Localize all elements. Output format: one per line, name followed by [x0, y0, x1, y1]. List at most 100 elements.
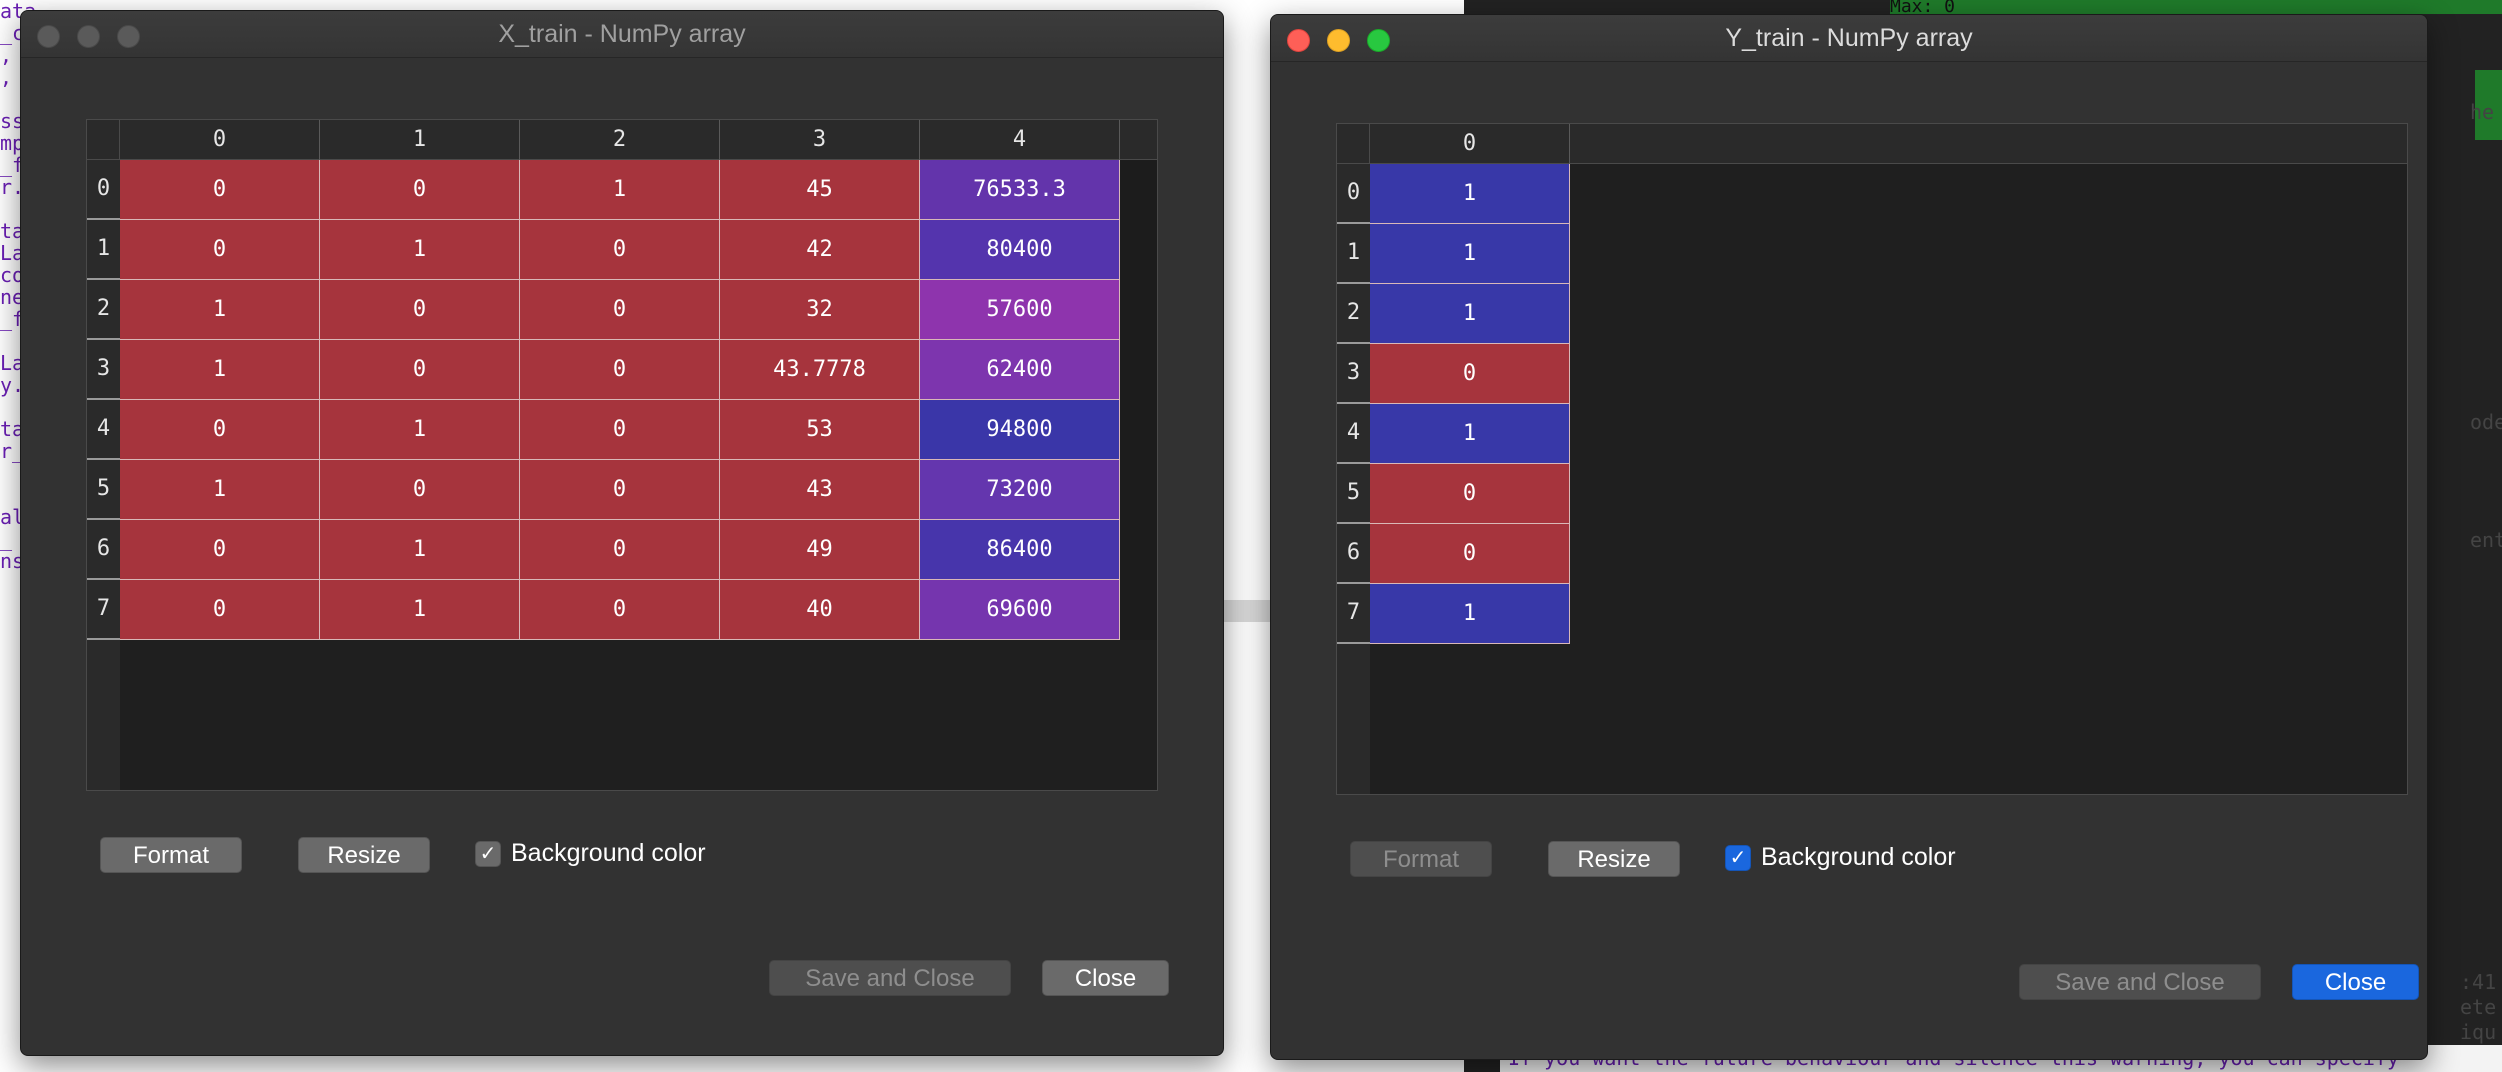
table-cell[interactable]: 0 — [120, 220, 320, 280]
table-cell[interactable]: 45 — [720, 160, 920, 220]
table-corner[interactable] — [87, 120, 120, 160]
background-color-checkbox[interactable]: ✓ Background color — [1725, 843, 1956, 872]
table-cell[interactable]: 1 — [320, 580, 520, 640]
table-cell[interactable]: 0 — [120, 580, 320, 640]
format-button[interactable]: Format — [100, 837, 242, 873]
editor-line: r_ — [0, 439, 25, 463]
format-button[interactable]: Format — [1350, 841, 1492, 877]
close-window-icon[interactable] — [37, 25, 60, 48]
table-cell[interactable]: 40 — [720, 580, 920, 640]
window-titlebar[interactable]: X_train - NumPy array — [21, 11, 1223, 58]
table-cell[interactable]: 1 — [120, 280, 320, 340]
table-cell[interactable]: 0 — [320, 160, 520, 220]
column-header[interactable]: 0 — [1370, 124, 1570, 164]
table-cell[interactable]: 1 — [520, 160, 720, 220]
console-output-top: Max: 0 — [1890, 0, 2502, 14]
console-side-text: he — [2470, 100, 2495, 124]
table-cell[interactable]: 73200 — [920, 460, 1120, 520]
row-header[interactable]: 4 — [87, 400, 120, 460]
close-window-icon[interactable] — [1287, 29, 1310, 52]
editor-line: ta — [0, 219, 25, 243]
row-header[interactable]: 5 — [1337, 464, 1370, 524]
table-cell[interactable]: 0 — [1370, 344, 1570, 404]
column-header-row: 0 — [1370, 124, 2407, 164]
table-cell[interactable]: 1 — [320, 400, 520, 460]
table-cell[interactable]: 0 — [320, 280, 520, 340]
window-titlebar[interactable]: Y_train - NumPy array — [1271, 15, 2427, 62]
row-header[interactable]: 3 — [1337, 344, 1370, 404]
table-cell[interactable]: 49 — [720, 520, 920, 580]
table-cell[interactable]: 53 — [720, 400, 920, 460]
table-corner[interactable] — [1337, 124, 1370, 164]
table-cell[interactable]: 0 — [520, 340, 720, 400]
table-cell[interactable]: 0 — [120, 160, 320, 220]
row-header[interactable]: 0 — [1337, 164, 1370, 224]
row-header[interactable]: 1 — [1337, 224, 1370, 284]
table-cell[interactable]: 32 — [720, 280, 920, 340]
close-button[interactable]: Close — [1042, 960, 1169, 996]
row-header[interactable]: 1 — [87, 220, 120, 280]
row-header[interactable]: 7 — [1337, 584, 1370, 644]
save-and-close-button[interactable]: Save and Close — [2019, 964, 2261, 1000]
table-cell[interactable]: 1 — [120, 460, 320, 520]
minimize-window-icon[interactable] — [77, 25, 100, 48]
table-cell[interactable]: 62400 — [920, 340, 1120, 400]
row-header[interactable]: 6 — [87, 520, 120, 580]
array-table[interactable]: 0 1 2 3 4 0 1 2 3 4 5 6 7 0 0 1 45 76533.3 0 1 0 42 80400 1 0 0 32… — [86, 119, 1158, 791]
row-header[interactable]: 2 — [87, 280, 120, 340]
row-header[interactable]: 6 — [1337, 524, 1370, 584]
table-cell[interactable]: 42 — [720, 220, 920, 280]
table-cell[interactable]: 0 — [520, 520, 720, 580]
table-cell[interactable]: 0 — [520, 460, 720, 520]
table-cell[interactable]: 0 — [520, 280, 720, 340]
zoom-window-icon[interactable] — [1367, 29, 1390, 52]
table-cell[interactable]: 80400 — [920, 220, 1120, 280]
column-header[interactable]: 1 — [320, 120, 520, 160]
table-cell[interactable]: 76533.3 — [920, 160, 1120, 220]
row-header[interactable]: 2 — [1337, 284, 1370, 344]
row-header[interactable]: 5 — [87, 460, 120, 520]
table-cell[interactable]: 0 — [120, 520, 320, 580]
column-header[interactable]: 0 — [120, 120, 320, 160]
table-cell[interactable]: 0 — [320, 460, 520, 520]
row-header[interactable]: 4 — [1337, 404, 1370, 464]
close-button[interactable]: Close — [2292, 964, 2419, 1000]
table-cell[interactable]: 1 — [320, 220, 520, 280]
row-header[interactable]: 7 — [87, 580, 120, 640]
table-cell[interactable]: 43 — [720, 460, 920, 520]
minimize-window-icon[interactable] — [1327, 29, 1350, 52]
table-cell[interactable]: 1 — [1370, 584, 1570, 644]
table-cell[interactable]: 1 — [320, 520, 520, 580]
table-cell[interactable]: 0 — [520, 580, 720, 640]
table-cell[interactable]: 69600 — [920, 580, 1120, 640]
column-header[interactable]: 4 — [920, 120, 1120, 160]
table-cell[interactable]: 0 — [520, 220, 720, 280]
table-cell[interactable]: 43.7778 — [720, 340, 920, 400]
column-header[interactable]: 2 — [520, 120, 720, 160]
table-cell[interactable]: 0 — [520, 400, 720, 460]
background-color-label: Background color — [1761, 843, 1956, 871]
checkmark-icon[interactable]: ✓ — [1725, 844, 1751, 871]
background-color-checkbox[interactable]: ✓ Background color — [475, 839, 706, 868]
table-cell[interactable]: 86400 — [920, 520, 1120, 580]
table-cell[interactable]: 0 — [1370, 464, 1570, 524]
table-cell[interactable]: 1 — [1370, 404, 1570, 464]
table-cell[interactable]: 1 — [1370, 224, 1570, 284]
table-cell[interactable]: 94800 — [920, 400, 1120, 460]
resize-button[interactable]: Resize — [298, 837, 430, 873]
table-cell[interactable]: 1 — [120, 340, 320, 400]
table-cell[interactable]: 1 — [1370, 284, 1570, 344]
table-cell[interactable]: 57600 — [920, 280, 1120, 340]
table-cell[interactable]: 0 — [320, 340, 520, 400]
save-and-close-button[interactable]: Save and Close — [769, 960, 1011, 996]
resize-button[interactable]: Resize — [1548, 841, 1680, 877]
table-cell[interactable]: 1 — [1370, 164, 1570, 224]
table-cell[interactable]: 0 — [120, 400, 320, 460]
column-header[interactable]: 3 — [720, 120, 920, 160]
table-cell[interactable]: 0 — [1370, 524, 1570, 584]
row-header[interactable]: 3 — [87, 340, 120, 400]
zoom-window-icon[interactable] — [117, 25, 140, 48]
row-header[interactable]: 0 — [87, 160, 120, 220]
checkmark-icon[interactable]: ✓ — [475, 840, 501, 867]
